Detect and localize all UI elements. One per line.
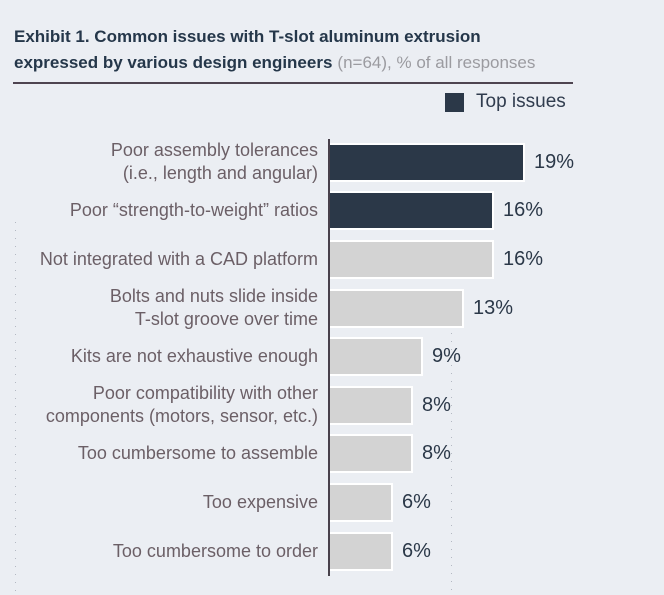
chart-row: Poor assembly tolerances (i.e., length a… [0, 138, 664, 187]
bar-other-issue [330, 339, 421, 375]
category-label: Poor “strength-to-weight” ratios [69, 200, 318, 221]
legend: Top issues [445, 91, 566, 113]
bar-wrap: 8% [330, 387, 451, 423]
value-label: 13% [473, 296, 514, 319]
value-label: 8% [422, 393, 451, 416]
category-label: Too cumbersome to assemble [77, 443, 318, 464]
bar-wrap: 6% [330, 533, 431, 569]
bar-wrap: 8% [330, 436, 451, 472]
bar-wrap: 9% [330, 339, 461, 375]
bar-wrap: 6% [330, 484, 431, 520]
title-divider-line [13, 82, 573, 84]
bar-other-issue [330, 387, 411, 423]
dotted-gridline-right [451, 333, 452, 595]
title-line-1: Exhibit 1. Common issues with T-slot alu… [14, 24, 634, 50]
legend-swatch-top-issues [445, 92, 464, 112]
bar-other-issue [330, 241, 492, 277]
chart-row: Bolts and nuts slide inside T-slot groov… [0, 284, 664, 333]
chart-row: Too cumbersome to order 6% [0, 527, 664, 576]
y-axis-line [328, 139, 330, 576]
bar-wrap: 13% [330, 290, 514, 326]
value-label: 16% [503, 199, 544, 222]
bar-wrap: 16% [330, 241, 544, 277]
title-bold-2: expressed by various design engineers [14, 53, 333, 72]
chart-row: Poor “strength-to-weight” ratios 16% [0, 187, 664, 236]
bar-other-issue [330, 436, 411, 472]
dotted-gridline-left [15, 222, 16, 595]
chart-rows: Poor assembly tolerances (i.e., length a… [0, 138, 664, 575]
category-label: Poor assembly tolerances (i.e., length a… [110, 140, 318, 184]
bar-top-issue [330, 193, 492, 229]
bar-wrap: 16% [330, 193, 544, 229]
chart-row: Kits are not exhaustive enough 9% [0, 332, 664, 381]
chart-row: Too cumbersome to assemble 8% [0, 430, 664, 479]
bar-other-issue [330, 290, 462, 326]
value-label: 16% [503, 247, 544, 270]
category-label: Too expensive [202, 491, 318, 512]
value-label: 8% [422, 442, 451, 465]
chart-row: Poor compatibility with other components… [0, 381, 664, 430]
chart-row: Too expensive 6% [0, 478, 664, 527]
category-label: Kits are not exhaustive enough [70, 346, 318, 367]
category-label: Not integrated with a CAD platform [39, 248, 318, 269]
title-bold-1: Exhibit 1. Common issues with T-slot alu… [14, 27, 481, 46]
bar-wrap: 19% [330, 144, 575, 180]
bar-other-issue [330, 533, 391, 569]
bar-other-issue [330, 484, 391, 520]
chart-row: Not integrated with a CAD platform 16% [0, 235, 664, 284]
title-line-2: expressed by various design engineers (n=… [14, 50, 634, 76]
bar-top-issue [330, 144, 523, 180]
value-label: 6% [402, 539, 431, 562]
value-label: 9% [432, 345, 461, 368]
title-suffix: (n=64), % of all responses [337, 53, 536, 72]
category-label: Poor compatibility with other components… [45, 383, 318, 427]
category-label: Bolts and nuts slide inside T-slot groov… [109, 286, 318, 330]
legend-label: Top issues [476, 91, 566, 112]
page-title: Exhibit 1. Common issues with T-slot alu… [14, 24, 634, 76]
value-label: 19% [534, 150, 575, 173]
value-label: 6% [402, 490, 431, 513]
category-label: Too cumbersome to order [112, 540, 318, 561]
